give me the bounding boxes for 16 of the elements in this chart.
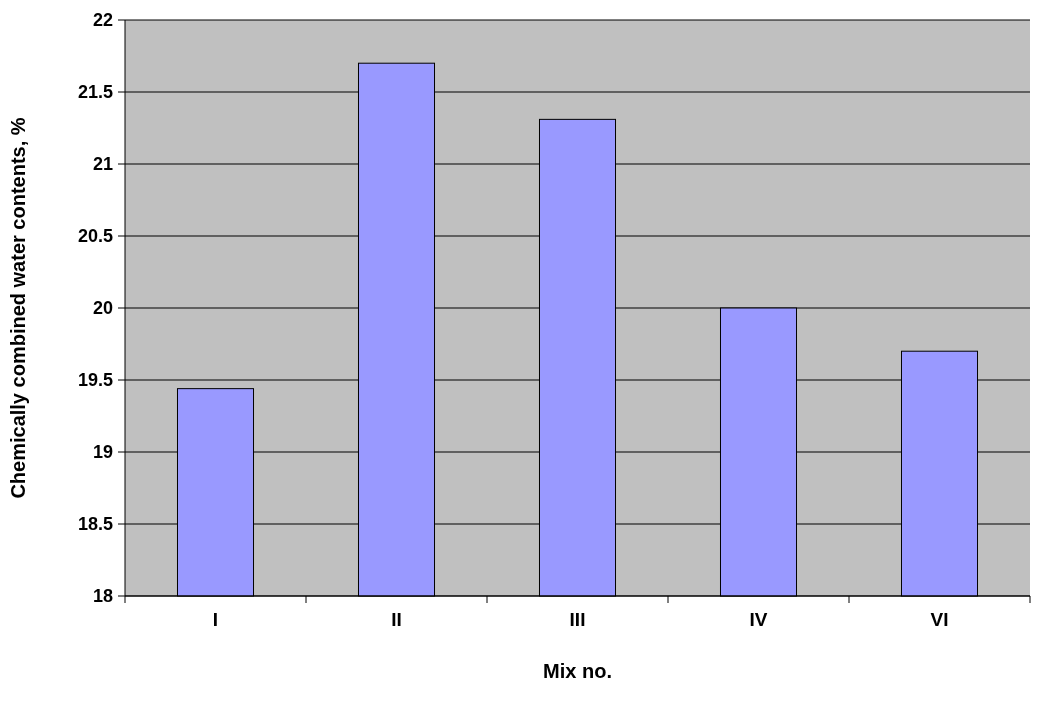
y-tick-label: 20	[92, 298, 113, 319]
x-tick-label: III	[569, 609, 586, 630]
x-tick-label: II	[391, 609, 402, 630]
y-tick-label: 19	[92, 442, 113, 463]
x-axis-title: Mix no.	[543, 660, 612, 682]
x-tick-label: VI	[930, 609, 949, 630]
y-tick-label: 20.5	[77, 226, 113, 247]
y-tick-label: 21.5	[77, 82, 113, 103]
y-axis-title: Chemically combined water contents, %	[7, 117, 29, 499]
y-tick-label: 18	[92, 586, 113, 607]
y-tick-label: 18.5	[77, 514, 113, 535]
x-tick-label: I	[212, 609, 219, 630]
x-tick-label: IV	[749, 609, 768, 630]
y-tick-label: 19.5	[77, 370, 113, 391]
y-tick-label: 21	[92, 154, 113, 175]
y-tick-label: 22	[92, 10, 113, 31]
